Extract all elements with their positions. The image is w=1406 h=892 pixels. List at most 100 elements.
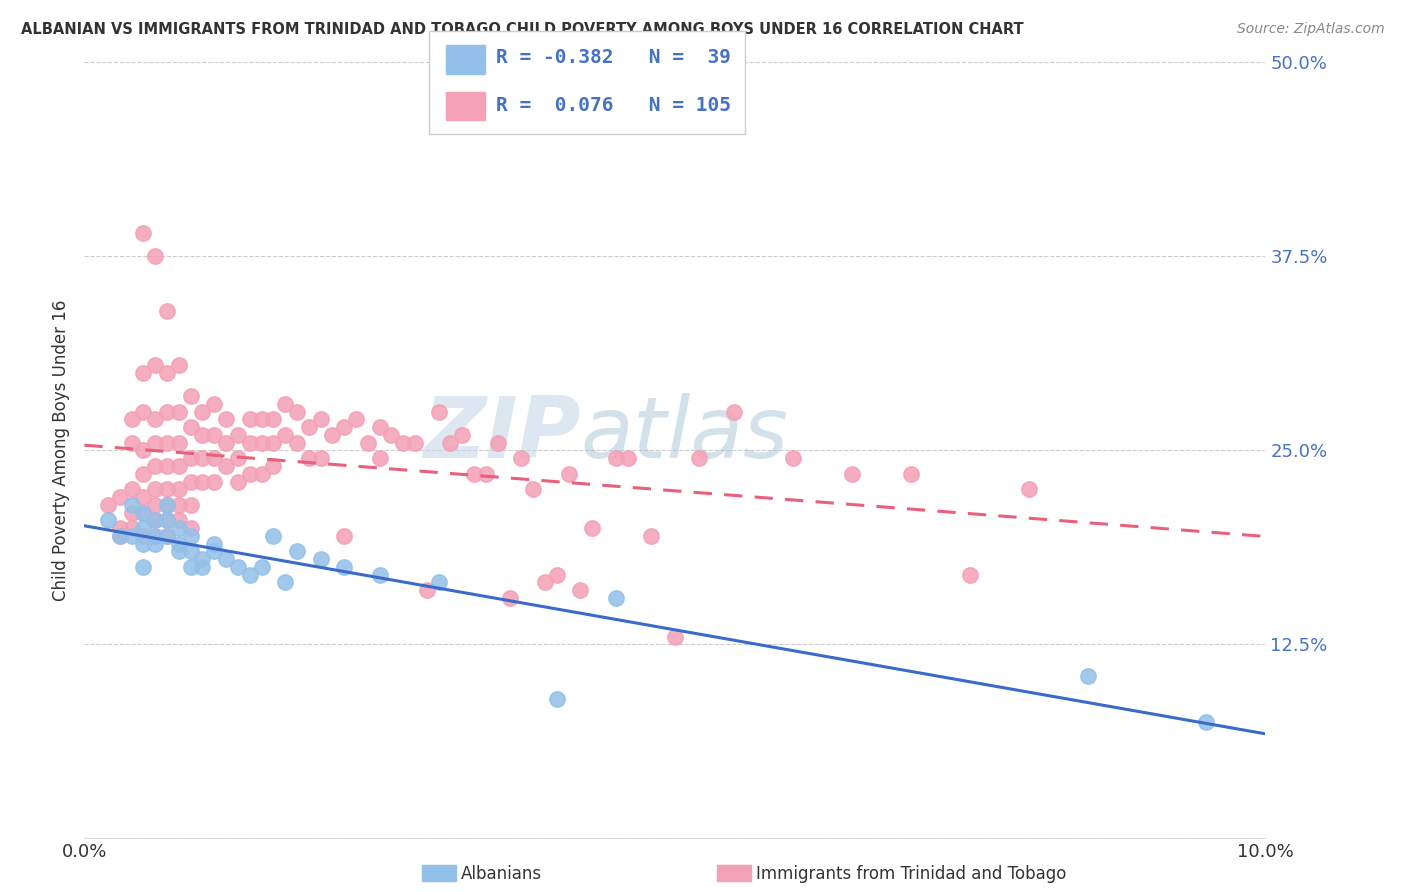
Point bbox=[309, 451, 332, 466]
Point bbox=[156, 458, 179, 473]
Point bbox=[250, 435, 273, 450]
Point bbox=[167, 513, 190, 527]
Point bbox=[368, 567, 391, 582]
Point bbox=[226, 428, 249, 442]
Point bbox=[298, 420, 321, 434]
Point bbox=[239, 412, 262, 426]
Point bbox=[156, 498, 179, 512]
Point bbox=[156, 435, 179, 450]
Point bbox=[605, 591, 627, 605]
Point bbox=[143, 498, 166, 512]
Point bbox=[180, 389, 202, 403]
Point bbox=[546, 691, 568, 706]
Point bbox=[180, 498, 202, 512]
Point bbox=[841, 467, 863, 481]
Point bbox=[108, 521, 131, 535]
Point bbox=[121, 529, 143, 543]
Point bbox=[226, 560, 249, 574]
Text: Immigrants from Trinidad and Tobago: Immigrants from Trinidad and Tobago bbox=[756, 865, 1067, 883]
Text: R =  0.076   N = 105: R = 0.076 N = 105 bbox=[496, 95, 731, 115]
Point bbox=[121, 483, 143, 497]
Point bbox=[463, 467, 485, 481]
Point bbox=[274, 575, 297, 590]
Point bbox=[143, 529, 166, 543]
Point bbox=[180, 420, 202, 434]
Point bbox=[368, 451, 391, 466]
Point bbox=[121, 506, 143, 520]
Point bbox=[333, 529, 356, 543]
Point bbox=[202, 397, 225, 411]
Point bbox=[143, 529, 166, 543]
Point bbox=[156, 498, 179, 512]
Point bbox=[132, 226, 155, 240]
Point bbox=[202, 536, 225, 550]
Point bbox=[108, 490, 131, 504]
Text: ALBANIAN VS IMMIGRANTS FROM TRINIDAD AND TOBAGO CHILD POVERTY AMONG BOYS UNDER 1: ALBANIAN VS IMMIGRANTS FROM TRINIDAD AND… bbox=[21, 22, 1024, 37]
Point bbox=[156, 366, 179, 380]
Point bbox=[250, 467, 273, 481]
Point bbox=[180, 544, 202, 558]
Point bbox=[640, 529, 662, 543]
Text: Source: ZipAtlas.com: Source: ZipAtlas.com bbox=[1237, 22, 1385, 37]
Point bbox=[239, 567, 262, 582]
Point bbox=[156, 513, 179, 527]
Point bbox=[167, 435, 190, 450]
Point bbox=[132, 506, 155, 520]
Point bbox=[108, 529, 131, 543]
Point bbox=[616, 451, 638, 466]
Point bbox=[108, 529, 131, 543]
Point bbox=[143, 435, 166, 450]
Point bbox=[132, 560, 155, 574]
Point bbox=[132, 467, 155, 481]
Point bbox=[143, 412, 166, 426]
Point bbox=[156, 303, 179, 318]
Point bbox=[132, 405, 155, 419]
Point bbox=[167, 498, 190, 512]
Point bbox=[202, 475, 225, 489]
Point bbox=[688, 451, 710, 466]
Point bbox=[121, 412, 143, 426]
Point bbox=[143, 513, 166, 527]
Point bbox=[534, 575, 557, 590]
Point bbox=[498, 591, 520, 605]
Point bbox=[180, 475, 202, 489]
Point bbox=[416, 583, 439, 598]
Point bbox=[226, 451, 249, 466]
Point bbox=[180, 529, 202, 543]
Point bbox=[156, 405, 179, 419]
Point bbox=[156, 483, 179, 497]
Point bbox=[167, 521, 190, 535]
Point bbox=[262, 529, 284, 543]
Point bbox=[522, 483, 544, 497]
Point bbox=[510, 451, 533, 466]
Point bbox=[368, 420, 391, 434]
Point bbox=[427, 405, 450, 419]
Text: atlas: atlas bbox=[581, 393, 789, 476]
Point bbox=[180, 560, 202, 574]
Point bbox=[156, 529, 179, 543]
Point bbox=[121, 498, 143, 512]
Point bbox=[569, 583, 592, 598]
Point bbox=[357, 435, 380, 450]
Point bbox=[557, 467, 579, 481]
Point bbox=[97, 498, 120, 512]
Point bbox=[475, 467, 498, 481]
Point bbox=[782, 451, 804, 466]
Point bbox=[202, 544, 225, 558]
Point bbox=[121, 521, 143, 535]
Point bbox=[191, 560, 214, 574]
Point bbox=[250, 560, 273, 574]
Point bbox=[309, 412, 332, 426]
Point bbox=[321, 428, 343, 442]
Point bbox=[215, 435, 238, 450]
Point bbox=[143, 249, 166, 264]
Point bbox=[191, 405, 214, 419]
Point bbox=[392, 435, 415, 450]
Point bbox=[202, 451, 225, 466]
Point bbox=[143, 536, 166, 550]
Point bbox=[239, 467, 262, 481]
Text: ZIP: ZIP bbox=[423, 393, 581, 476]
Point bbox=[262, 435, 284, 450]
Point bbox=[121, 435, 143, 450]
Point bbox=[202, 428, 225, 442]
